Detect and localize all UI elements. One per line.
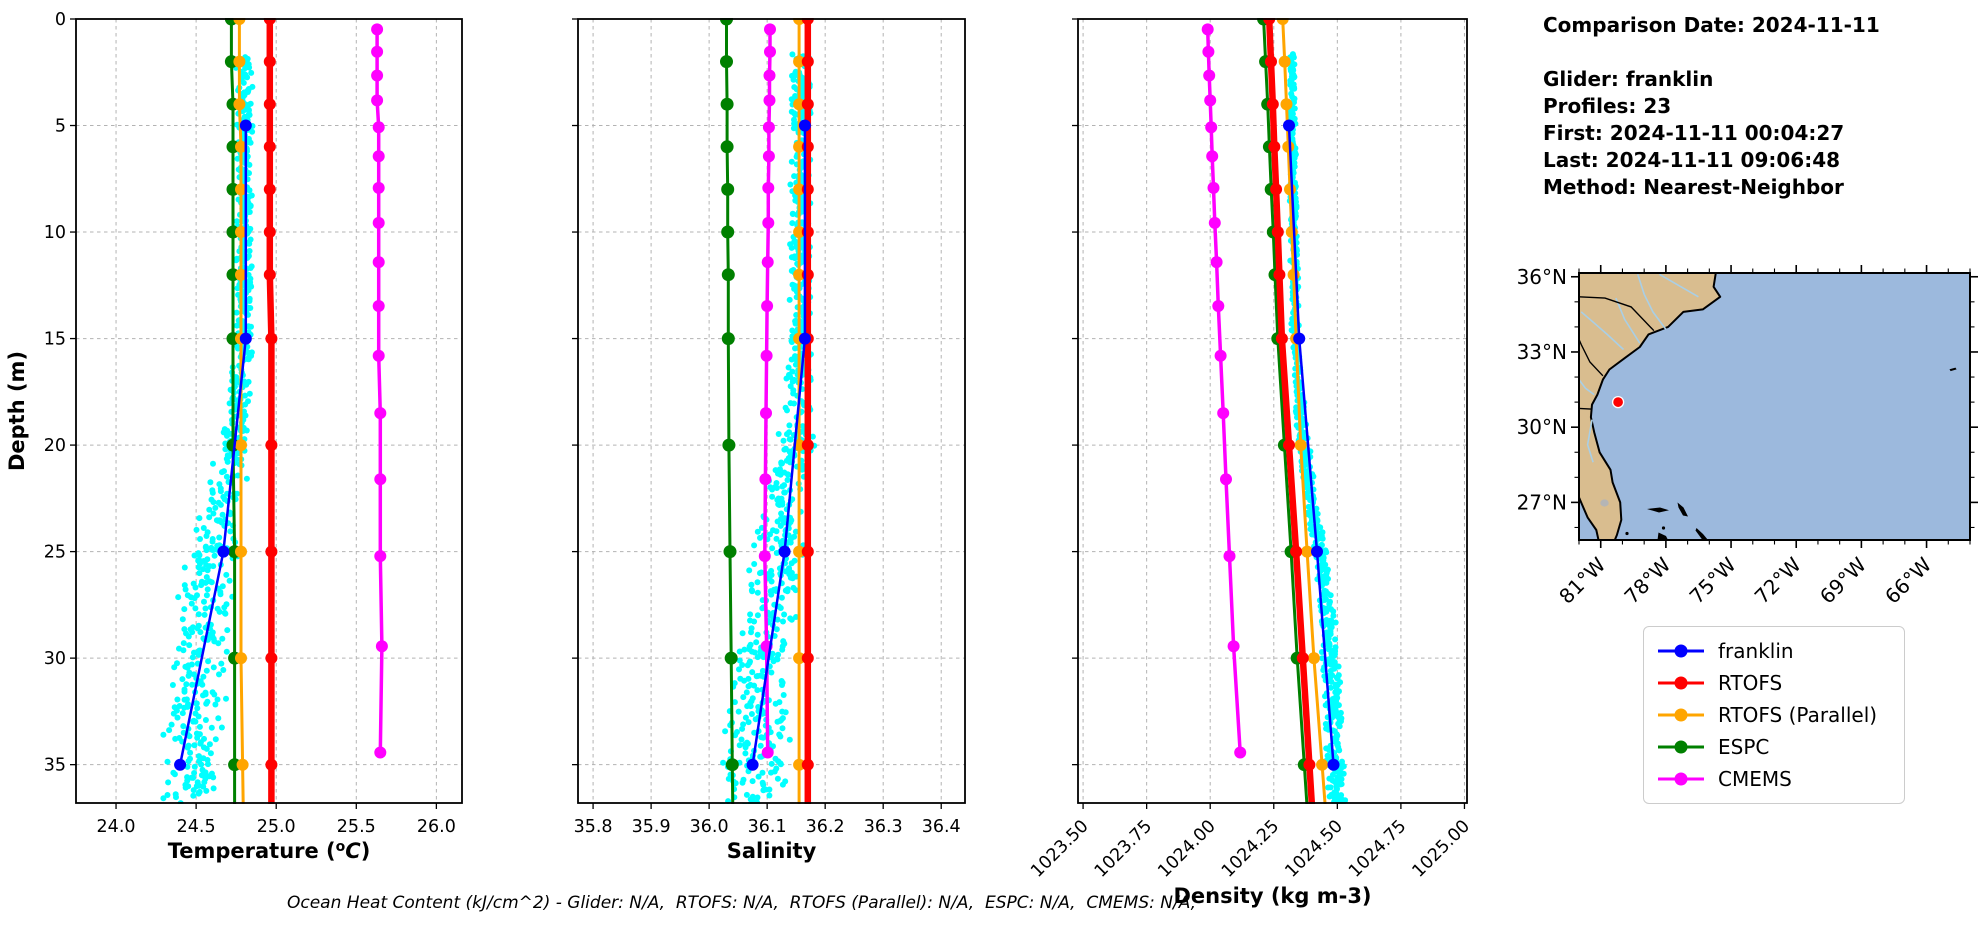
svg-text:Density (kg m-3): Density (kg m-3) — [1173, 884, 1371, 908]
svg-text:20: 20 — [44, 436, 66, 456]
svg-text:36.4: 36.4 — [922, 817, 961, 837]
legend-swatch-icon — [1658, 708, 1704, 722]
svg-text:36.2: 36.2 — [806, 817, 845, 837]
legend-label: ESPC — [1718, 735, 1770, 759]
legend-label: CMEMS — [1718, 767, 1792, 791]
legend: franklin RTOFS RTOFS (Parallel) ESPC CME… — [1643, 626, 1905, 804]
svg-text:69°W: 69°W — [1815, 552, 1871, 608]
svg-text:36.3: 36.3 — [864, 817, 903, 837]
svg-text:10: 10 — [44, 223, 66, 243]
map-islands — [1625, 367, 1957, 540]
glider-name-text: Glider: franklin — [1543, 67, 1714, 91]
info-panel: Comparison Date: 2024-11-11 Glider: fran… — [1543, 12, 1880, 201]
temperature-plot: 24.0 24.5 25.0 25.5 26.0 0 5 10 15 20 25 30 35 Temper… — [5, 10, 463, 863]
svg-text:24.0: 24.0 — [97, 817, 136, 837]
svg-text:Temperature (oC): Temperature (oC) — [168, 839, 371, 863]
legend-item-franklin: franklin — [1656, 635, 1904, 667]
method-text: Method: Nearest-Neighbor — [1543, 175, 1844, 199]
franklin-series — [746, 119, 811, 771]
franklin-series — [1283, 119, 1340, 771]
legend-label: franklin — [1718, 639, 1794, 663]
map-land — [1579, 273, 1722, 540]
svg-text:72°W: 72°W — [1750, 552, 1806, 608]
rtofs-series — [263, 18, 278, 804]
cmems-series — [758, 23, 776, 759]
legend-item-rtofs: RTOFS — [1656, 667, 1904, 699]
density-plot: 1023.501023.751024.001024.251024.501024.… — [1027, 18, 1474, 908]
svg-text:36.0: 36.0 — [690, 817, 729, 837]
glider-location-marker — [1611, 395, 1625, 409]
legend-label: RTOFS — [1718, 671, 1783, 695]
legend-item-rtofs-parallel: RTOFS (Parallel) — [1656, 699, 1904, 731]
map-rivers — [1579, 273, 1699, 463]
cmems-series — [1201, 23, 1247, 759]
legend-item-espc: ESPC — [1656, 731, 1904, 763]
legend-item-cmems: CMEMS — [1656, 763, 1904, 795]
location-map: 36°N 33°N 30°N 27°N 81°W 78°W 75°W 72°W 69°W 66°W — [1517, 265, 1978, 609]
salinity-plot: 35.8 35.9 36.0 36.1 36.2 36.3 36.4 Salinity — [572, 18, 966, 863]
profile-panels: 24.0 24.5 25.0 25.5 26.0 0 5 10 15 20 25 30 35 Temper… — [5, 10, 1474, 908]
svg-text:75°W: 75°W — [1685, 552, 1741, 608]
svg-text:66°W: 66°W — [1880, 552, 1936, 608]
svg-text:25: 25 — [44, 543, 66, 563]
legend-swatch-icon — [1658, 676, 1704, 690]
svg-text:Depth (m): Depth (m) — [5, 351, 29, 471]
comparison-date-text: Comparison Date: 2024-11-11 — [1543, 13, 1880, 37]
svg-text:1025.00: 1025.00 — [1409, 816, 1474, 881]
legend-swatch-icon — [1658, 772, 1704, 786]
svg-text:35.9: 35.9 — [632, 817, 671, 837]
svg-text:78°W: 78°W — [1619, 552, 1675, 608]
svg-text:5: 5 — [55, 117, 66, 137]
ocean-heat-content-footer: Ocean Heat Content (kJ/cm^2) - Glider: N… — [287, 893, 1197, 913]
legend-swatch-icon — [1658, 644, 1704, 658]
map-lake — [1600, 499, 1609, 507]
svg-text:33°N: 33°N — [1517, 340, 1567, 364]
first-profile-time-text: First: 2024-11-11 00:04:27 — [1543, 121, 1845, 145]
rtofs-parallel-series — [233, 18, 249, 804]
svg-text:1024.50: 1024.50 — [1282, 816, 1347, 881]
svg-text:24.5: 24.5 — [177, 817, 216, 837]
svg-text:36.1: 36.1 — [748, 817, 787, 837]
svg-text:1024.00: 1024.00 — [1154, 816, 1219, 881]
last-profile-time-text: Last: 2024-11-11 09:06:48 — [1543, 148, 1841, 172]
svg-text:15: 15 — [44, 330, 66, 350]
svg-text:1024.25: 1024.25 — [1218, 816, 1283, 881]
svg-text:25.5: 25.5 — [337, 817, 376, 837]
profiles-count-text: Profiles: 23 — [1543, 94, 1672, 118]
svg-text:30°N: 30°N — [1517, 415, 1567, 439]
svg-text:1023.75: 1023.75 — [1091, 816, 1156, 881]
svg-text:Salinity: Salinity — [727, 839, 817, 863]
svg-text:25.0: 25.0 — [257, 817, 296, 837]
svg-text:36°N: 36°N — [1517, 265, 1567, 289]
cmems-series — [371, 23, 388, 759]
map-state-borders — [1579, 296, 1655, 410]
rtofs-series — [1263, 18, 1316, 804]
svg-text:35.8: 35.8 — [574, 817, 613, 837]
espc-series — [720, 18, 739, 804]
legend-label: RTOFS (Parallel) — [1718, 703, 1878, 727]
svg-text:81°W: 81°W — [1554, 552, 1610, 608]
svg-text:27°N: 27°N — [1517, 490, 1567, 514]
franklin-series — [174, 119, 252, 771]
legend-swatch-icon — [1658, 740, 1704, 754]
svg-text:1023.50: 1023.50 — [1027, 816, 1092, 881]
espc-series — [224, 18, 242, 804]
svg-text:0: 0 — [55, 10, 66, 30]
info-spacer — [1543, 39, 1880, 66]
svg-text:30: 30 — [44, 649, 66, 669]
svg-text:26.0: 26.0 — [417, 817, 456, 837]
svg-text:1024.75: 1024.75 — [1345, 816, 1410, 881]
svg-text:35: 35 — [44, 756, 66, 776]
